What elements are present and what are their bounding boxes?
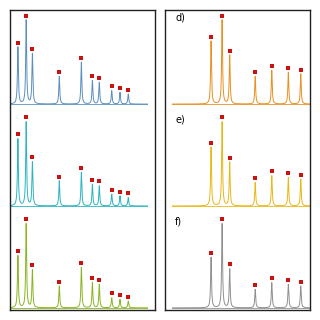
Text: e): e)	[175, 114, 185, 124]
Text: d): d)	[175, 12, 185, 22]
Text: f): f)	[175, 216, 182, 226]
